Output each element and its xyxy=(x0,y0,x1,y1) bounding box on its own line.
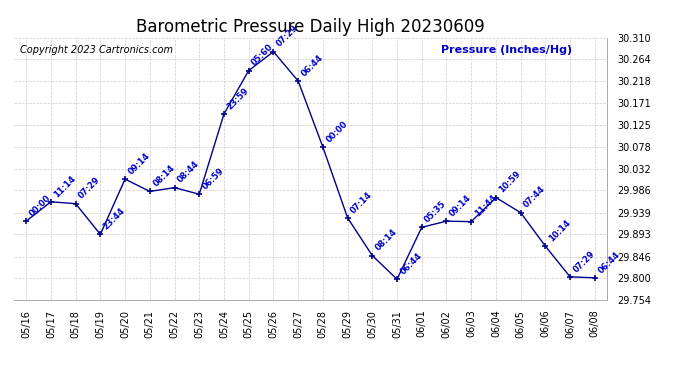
Text: 09:14: 09:14 xyxy=(448,193,473,218)
Text: 10:14: 10:14 xyxy=(546,218,572,243)
Text: 07:29: 07:29 xyxy=(571,249,597,274)
Text: 06:44: 06:44 xyxy=(398,251,424,276)
Text: Pressure (Inches/Hg): Pressure (Inches/Hg) xyxy=(441,45,572,56)
Text: 08:44: 08:44 xyxy=(176,160,201,185)
Text: 07:14: 07:14 xyxy=(349,190,374,215)
Text: 11:14: 11:14 xyxy=(52,174,78,199)
Text: 08:14: 08:14 xyxy=(151,164,177,189)
Text: 10:59: 10:59 xyxy=(497,170,522,195)
Title: Barometric Pressure Daily High 20230609: Barometric Pressure Daily High 20230609 xyxy=(136,18,485,36)
Text: 06:44: 06:44 xyxy=(596,250,622,275)
Text: 23:59: 23:59 xyxy=(226,86,250,111)
Text: 05:35: 05:35 xyxy=(423,200,448,225)
Text: 00:00: 00:00 xyxy=(28,194,52,218)
Text: 11:44: 11:44 xyxy=(473,194,498,219)
Text: 00:00: 00:00 xyxy=(324,119,349,144)
Text: 23:44: 23:44 xyxy=(101,206,127,232)
Text: 09:14: 09:14 xyxy=(126,151,152,176)
Text: 07:44: 07:44 xyxy=(522,185,547,210)
Text: 07:29: 07:29 xyxy=(275,24,300,49)
Text: 06:44: 06:44 xyxy=(299,53,325,78)
Text: 08:14: 08:14 xyxy=(374,228,399,253)
Text: 05:60: 05:60 xyxy=(250,43,275,68)
Text: 06:59: 06:59 xyxy=(201,166,226,192)
Text: Copyright 2023 Cartronics.com: Copyright 2023 Cartronics.com xyxy=(20,45,172,56)
Text: 07:29: 07:29 xyxy=(77,176,102,201)
